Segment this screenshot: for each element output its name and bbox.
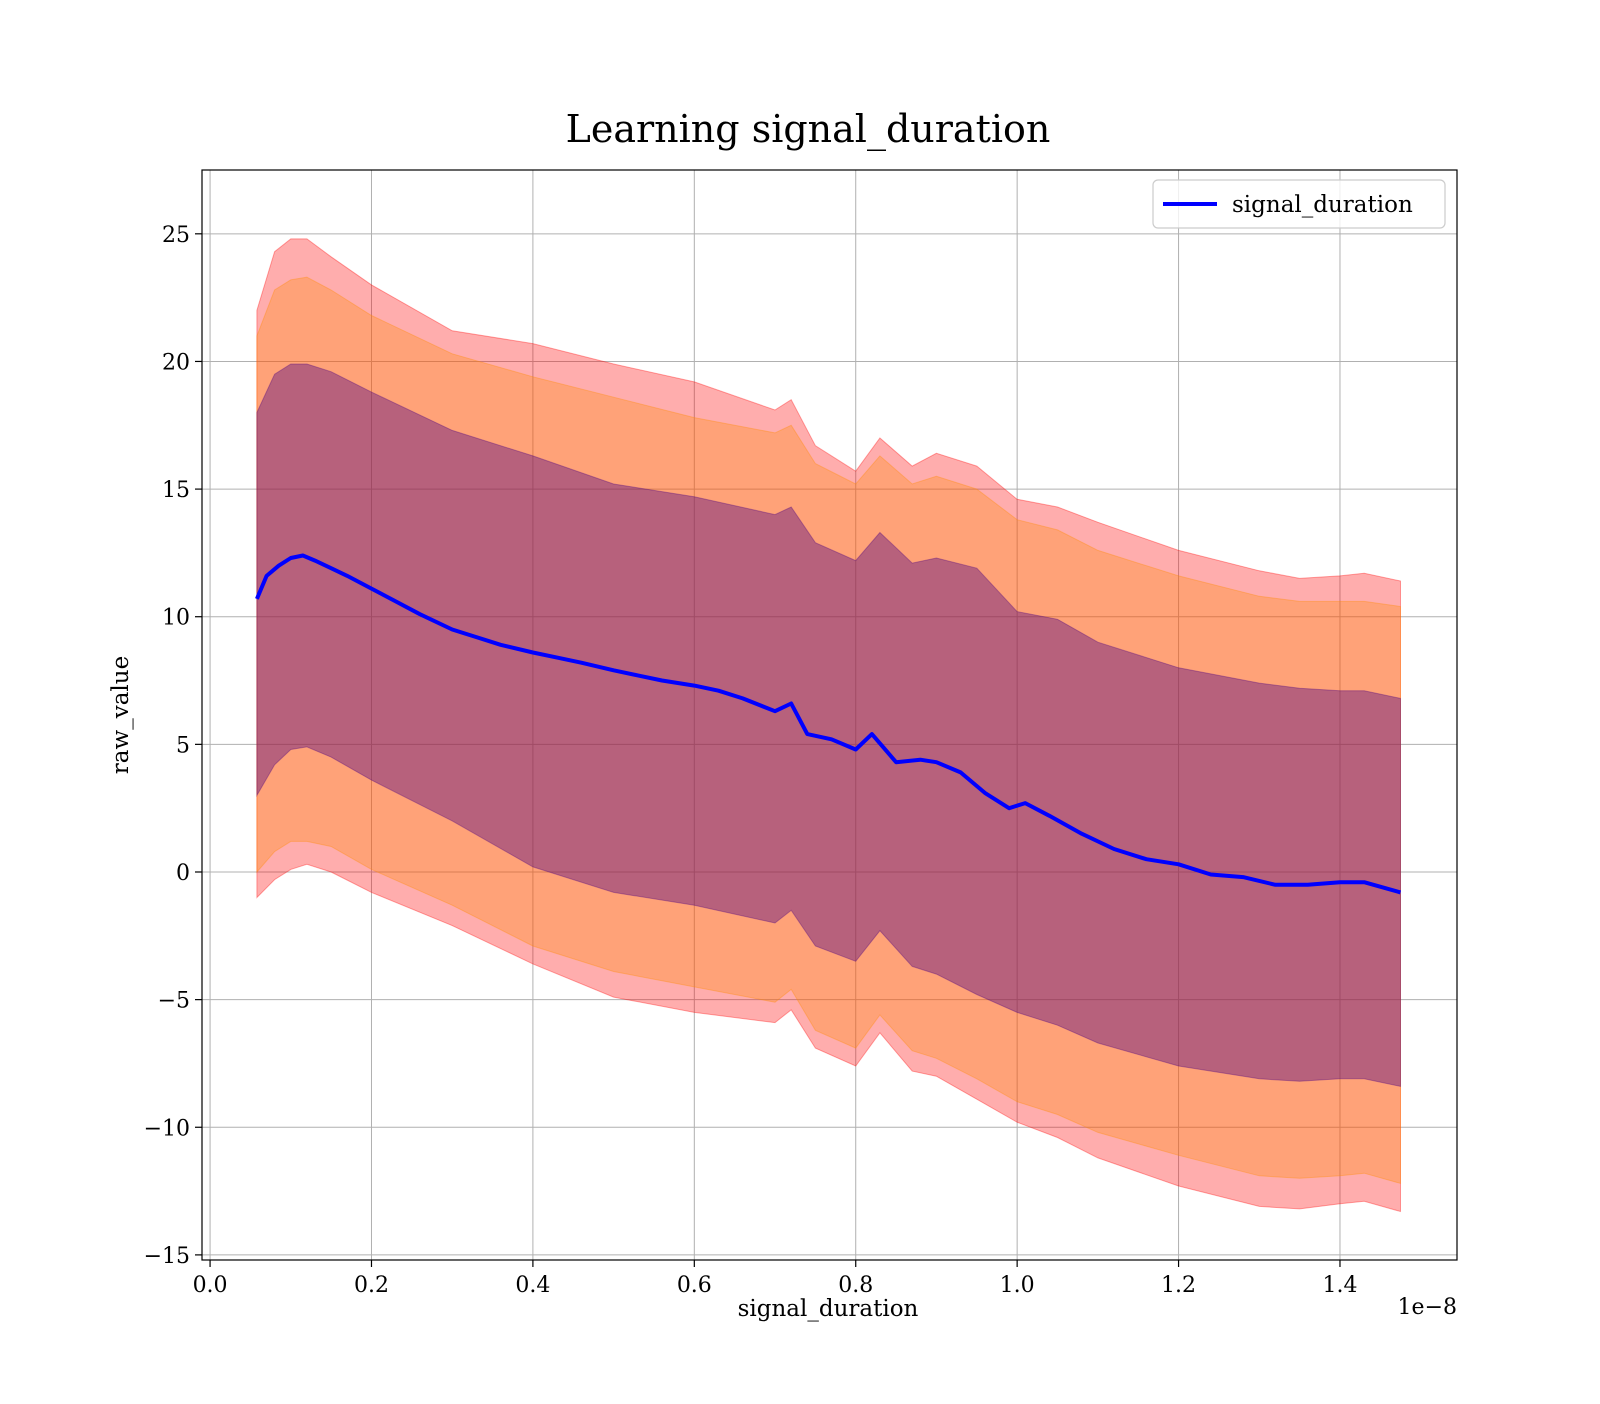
y-tick-label: 20 bbox=[162, 350, 190, 375]
plot-frame bbox=[201, 169, 1458, 1261]
band-1 bbox=[256, 276, 1401, 1185]
x-axis-ticks: 0.0 0.2 0.4 0.6 0.8 1.0 1.2 1.4 bbox=[193, 1260, 1357, 1298]
y-tick-label: 10 bbox=[162, 606, 190, 631]
legend-label: signal_duration bbox=[1232, 192, 1413, 218]
x-tick-label: 0.6 bbox=[677, 1273, 712, 1298]
x-tick-label: 0.8 bbox=[838, 1273, 873, 1298]
x-axis-title: signal_duration bbox=[738, 1296, 919, 1322]
y-tick-label: −5 bbox=[158, 989, 190, 1014]
series-line-0 bbox=[255, 553, 1402, 895]
y-axis-title: raw_value bbox=[108, 656, 134, 774]
x-tick-label: 0.2 bbox=[354, 1273, 389, 1298]
legend: signal_duration bbox=[1152, 179, 1446, 229]
y-tick-label: 0 bbox=[176, 861, 190, 886]
confidence-bands bbox=[256, 238, 1401, 1213]
x-tick-label: 1.0 bbox=[1000, 1273, 1035, 1298]
x-tick-label: 1.4 bbox=[1322, 1273, 1357, 1298]
x-tick-label: 0.0 bbox=[193, 1273, 228, 1298]
y-tick-label: −10 bbox=[144, 1116, 190, 1141]
y-tick-label: −15 bbox=[144, 1244, 190, 1269]
legend-box bbox=[1152, 179, 1446, 229]
series-lines bbox=[255, 553, 1402, 895]
y-tick-label: 5 bbox=[176, 733, 190, 758]
y-tick-label: 15 bbox=[162, 478, 190, 503]
band-2 bbox=[256, 363, 1401, 1088]
x-tick-label: 0.4 bbox=[515, 1273, 550, 1298]
chart-title: Learning signal_duration bbox=[566, 107, 1051, 152]
grid-lines bbox=[202, 170, 1457, 1260]
band-0 bbox=[256, 238, 1401, 1213]
y-axis-ticks: −15 −10 −5 0 5 10 15 20 25 bbox=[144, 223, 202, 1269]
x-axis-offset-text: 1e−8 bbox=[1398, 1295, 1457, 1320]
y-tick-label: 25 bbox=[162, 223, 190, 248]
x-tick-label: 1.2 bbox=[1161, 1273, 1196, 1298]
